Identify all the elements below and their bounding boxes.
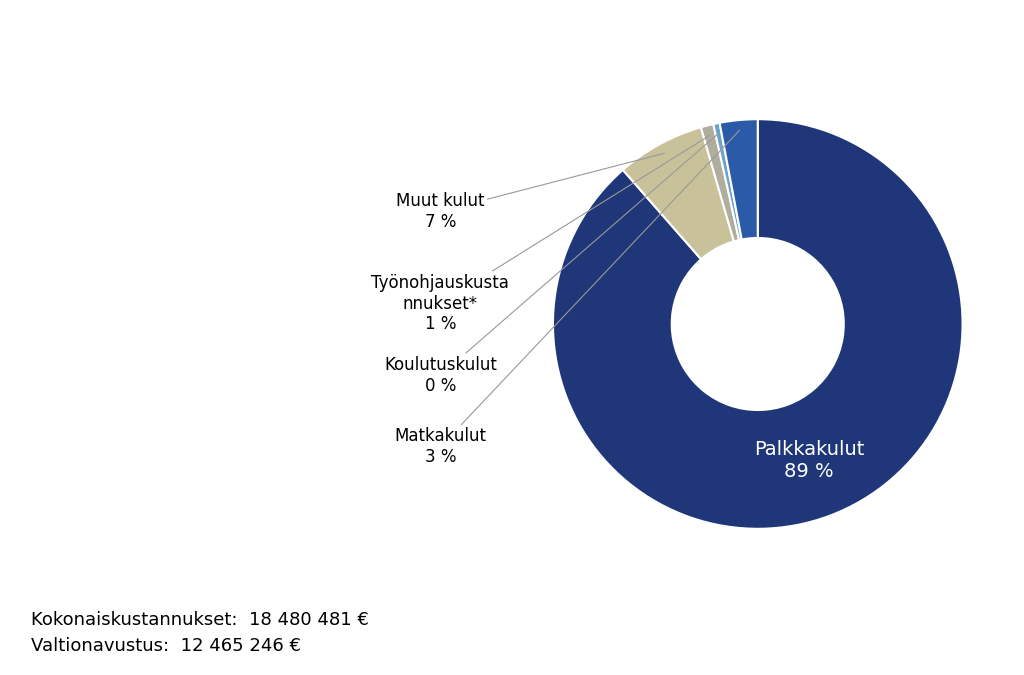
Text: Muut kulut
7 %: Muut kulut 7 % xyxy=(396,153,665,231)
Wedge shape xyxy=(700,124,739,242)
Text: Työnohjauskusta
nnukset*
1 %: Työnohjauskusta nnukset* 1 % xyxy=(372,136,710,333)
Text: Koulutuskulut
0 %: Koulutuskulut 0 % xyxy=(384,134,719,395)
Text: Palkkakulut
89 %: Palkkakulut 89 % xyxy=(754,439,864,481)
Text: Kokonaiskustannukset:  18 480 481 €
Valtionavustus:  12 465 246 €: Kokonaiskustannukset: 18 480 481 € Valti… xyxy=(31,611,369,655)
Text: Matkakulut
3 %: Matkakulut 3 % xyxy=(394,130,739,466)
Wedge shape xyxy=(553,119,963,529)
Wedge shape xyxy=(714,123,741,240)
Wedge shape xyxy=(720,119,758,240)
Wedge shape xyxy=(623,128,734,259)
